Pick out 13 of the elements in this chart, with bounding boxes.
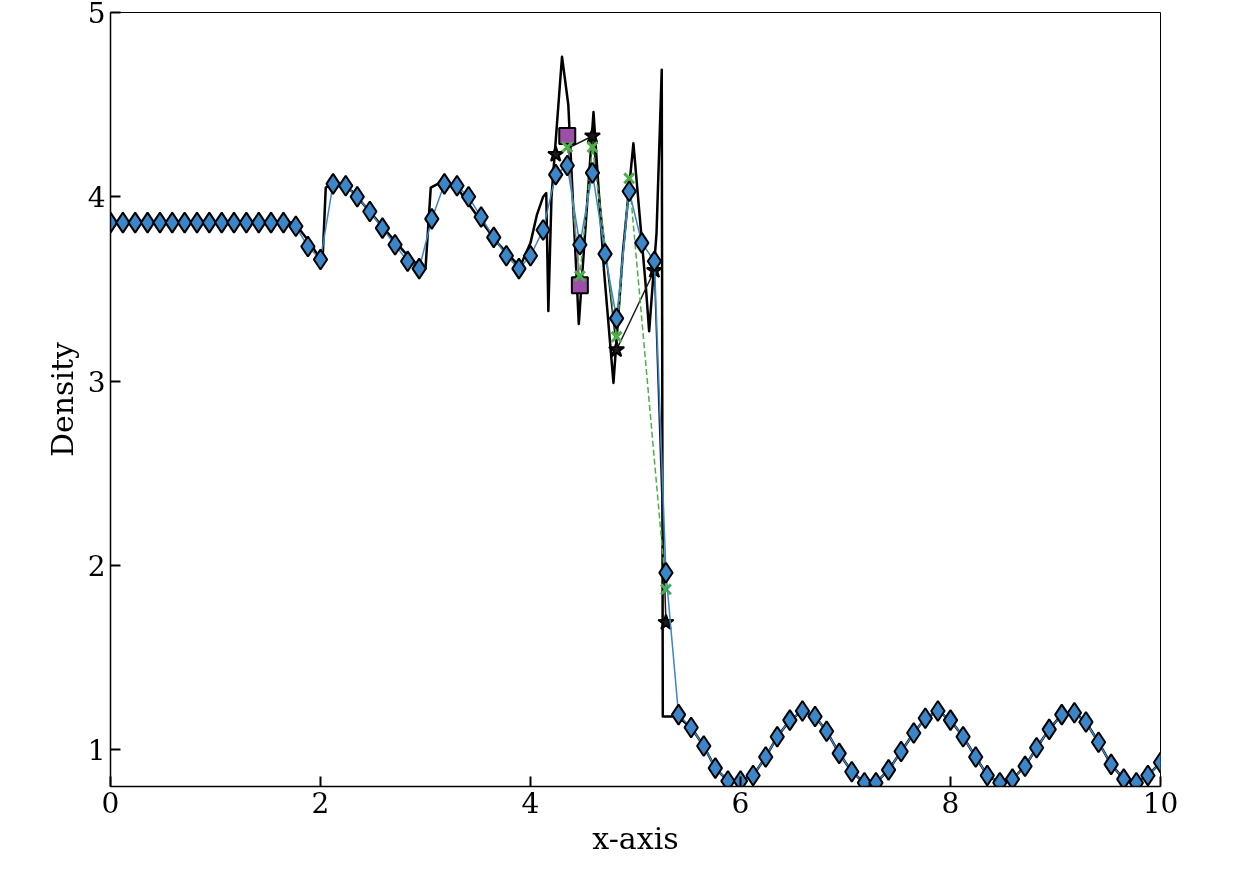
x-tick-label: 6	[731, 786, 750, 820]
y-tick-label: 1	[87, 734, 106, 768]
y-tick-label: 5	[87, 0, 106, 30]
y-tick-label: 3	[87, 365, 106, 399]
x-tick-label: 10	[1142, 786, 1179, 820]
y-tick-label: 4	[87, 181, 106, 215]
x-tick-label: 2	[311, 786, 330, 820]
y-tick-label: 2	[87, 549, 106, 583]
x-tick-label: 8	[941, 786, 960, 820]
x-axis-title: x-axis	[592, 820, 679, 856]
x-tick-label: 0	[101, 786, 120, 820]
x-tick-label: 4	[521, 786, 540, 820]
y-axis-title: Density	[44, 341, 80, 458]
